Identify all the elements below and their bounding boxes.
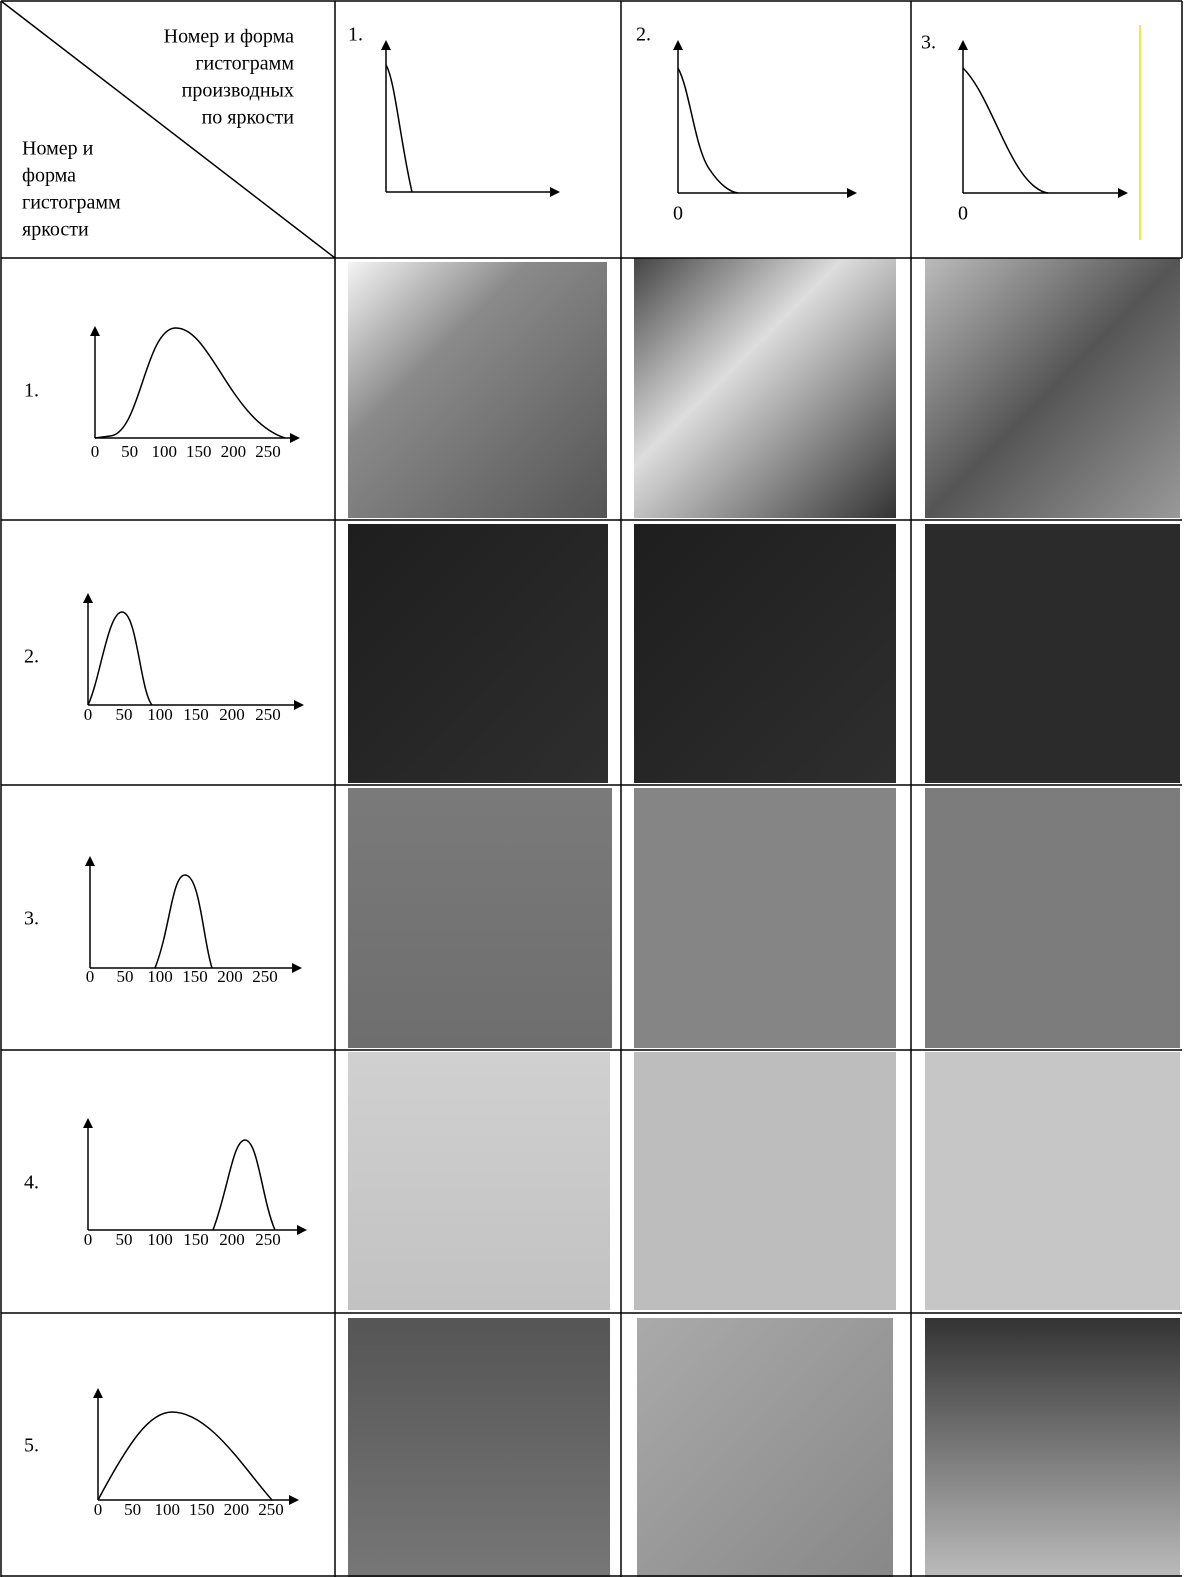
photo xyxy=(348,788,612,1048)
axis-label: 0 xyxy=(94,1500,103,1519)
photo xyxy=(925,788,1180,1048)
corner-bottom-text: форма xyxy=(22,165,76,187)
axis-label: 50 xyxy=(117,967,134,986)
axis-label: 100 xyxy=(151,442,177,461)
derivative-histograms xyxy=(386,42,1126,193)
photo xyxy=(637,1318,893,1577)
axis-label: 100 xyxy=(147,705,173,724)
column-label: 3. xyxy=(921,32,936,54)
photo xyxy=(348,524,608,783)
corner-bottom-text: гистограмм xyxy=(22,192,121,214)
photo xyxy=(348,262,607,518)
corner-bottom-text: Номер и xyxy=(22,138,94,160)
column-label: 1. xyxy=(348,24,363,46)
zero-label: 0 xyxy=(673,203,683,225)
corner-bottom-text: яркости xyxy=(22,219,89,241)
photo xyxy=(634,788,896,1048)
axis-label: 0 xyxy=(84,1230,93,1249)
row-label: 1. xyxy=(24,380,39,402)
photo xyxy=(925,524,1180,783)
axis-label: 50 xyxy=(116,1230,133,1249)
axis-label: 100 xyxy=(147,1230,173,1249)
corner-top-text: производных xyxy=(182,80,294,102)
axis-label: 200 xyxy=(219,1230,245,1249)
row-label: 5. xyxy=(24,1435,39,1457)
row-label: 2. xyxy=(24,646,39,668)
column-label: 2. xyxy=(636,24,651,46)
axis-label: 250 xyxy=(258,1500,284,1519)
axis-label: 250 xyxy=(255,705,281,724)
axis-label: 200 xyxy=(221,442,247,461)
axis-label: 100 xyxy=(147,967,173,986)
brightness-histograms xyxy=(88,328,305,1500)
photo xyxy=(925,1318,1180,1577)
axis-label: 250 xyxy=(255,1230,281,1249)
axis-label: 50 xyxy=(124,1500,141,1519)
axis-label: 150 xyxy=(182,967,208,986)
corner-top-text: по яркости xyxy=(202,107,295,129)
corner-top-text: Номер и форма xyxy=(164,26,294,48)
photos xyxy=(348,258,1180,1577)
corner-top-text: гистограмм xyxy=(195,53,294,75)
axis-label: 150 xyxy=(183,1230,209,1249)
axis-label: 200 xyxy=(217,967,243,986)
photo xyxy=(348,1052,610,1310)
axis-label: 0 xyxy=(91,442,100,461)
axis-label: 150 xyxy=(189,1500,215,1519)
axis-label: 200 xyxy=(219,705,245,724)
zero-label: 0 xyxy=(958,203,968,225)
table-figure: Номер и форма гистограмм производных по ярк… xyxy=(0,0,1189,1577)
axis-label: 50 xyxy=(116,705,133,724)
axis-label: 100 xyxy=(154,1500,180,1519)
axis-label: 250 xyxy=(255,442,281,461)
photo xyxy=(634,1052,896,1310)
photo xyxy=(925,258,1180,518)
row-label: 4. xyxy=(24,1172,39,1194)
page: {"header":{"corner_top":["Номер и форма"… xyxy=(0,0,1189,1577)
axis-label: 250 xyxy=(252,967,278,986)
axis-label: 150 xyxy=(183,705,209,724)
axis-label: 150 xyxy=(186,442,212,461)
axis-label: 0 xyxy=(86,967,95,986)
axis-label: 200 xyxy=(224,1500,250,1519)
axis-label: 0 xyxy=(84,705,93,724)
row-label: 3. xyxy=(24,908,39,930)
photo xyxy=(634,524,896,783)
photo xyxy=(925,1052,1180,1310)
photo xyxy=(348,1318,610,1577)
photo xyxy=(634,258,896,518)
axis-label: 50 xyxy=(121,442,138,461)
